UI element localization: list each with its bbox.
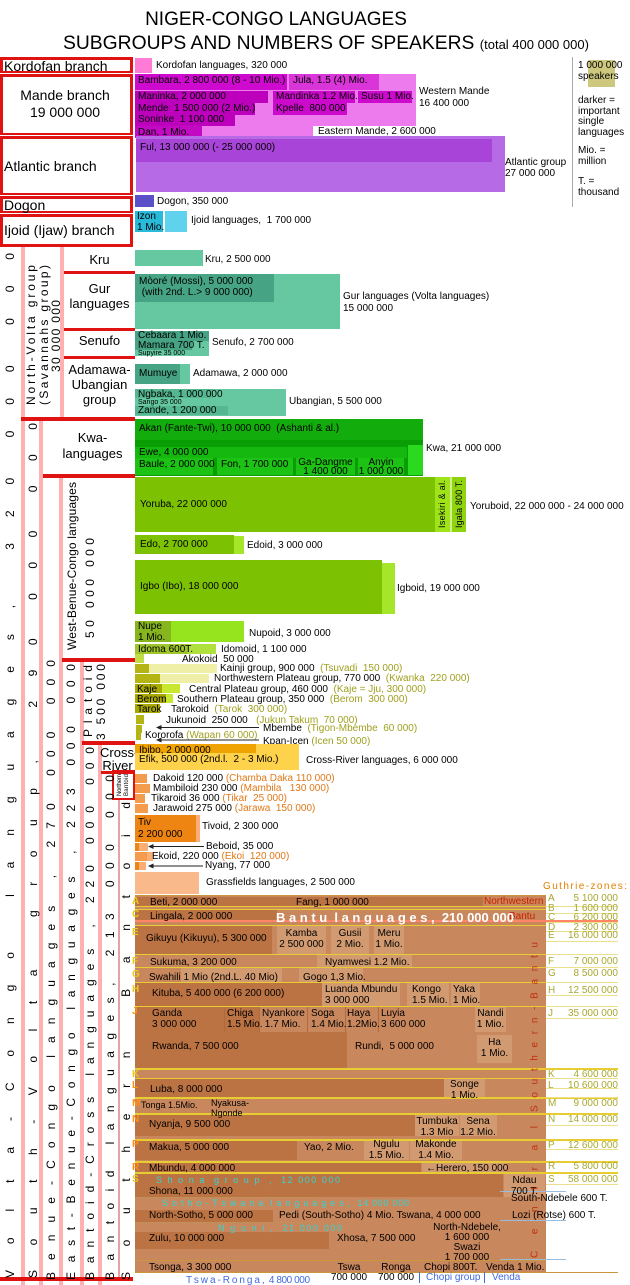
- svg-text:Platoid: Platoid: [81, 665, 95, 737]
- svg-text:Igala 800 T.: Igala 800 T.: [454, 480, 464, 528]
- svg-text:50 000 000: 50 000 000: [83, 538, 97, 638]
- svg-text:Bantoid languages, 213 000 000: Bantoid languages, 213 000 000: [103, 775, 117, 1280]
- svg-text:West-Benue-Congo languages: West-Benue-Congo languages: [65, 482, 79, 650]
- svg-text:3 500 000: 3 500 000: [94, 664, 108, 740]
- svg-text:S o t h o - T s w a n a l a n: S o t h o - T s w a n a l a n g u a g e …: [162, 1198, 409, 1208]
- svg-text:Isekiri & al.: Isekiri & al.: [437, 480, 447, 528]
- svg-text:Benue-Congo languages , 270 00: Benue-Congo languages , 270 000 000: [44, 660, 58, 1280]
- svg-text:North-Volta group: North-Volta group: [24, 265, 38, 405]
- svg-text:(Savannahs group): (Savannahs group): [37, 265, 51, 405]
- svg-text:Bantoid-Cross languages , 220: Bantoid-Cross languages , 220 000 000: [83, 747, 97, 1280]
- svg-text:Southern-Bantu: Southern-Bantu: [530, 942, 541, 1112]
- svg-text:Bantoid: Bantoid: [124, 774, 130, 796]
- svg-text:S o u t h - V o l t a g r o: S o u t h - V o l t a g r o u p , 2 9 0 …: [26, 423, 40, 1278]
- svg-text:N g u n i , 21 000 000: N g u n i , 21 000 000: [218, 1223, 342, 1233]
- svg-text:S h o n a g r o u p , 12 00: S h o n a g r o u p , 12 000 000: [156, 1175, 340, 1185]
- svg-text:B a n t u l a n g u a g e s ,: B a n t u l a n g u a g e s , 210 000 00…: [276, 910, 514, 925]
- svg-text:T s w a - R o n g a , 4 800 0: T s w a - R o n g a , 4 800 000: [186, 1275, 310, 1285]
- svg-text:Guthrie-zones:: Guthrie-zones:: [543, 881, 627, 892]
- svg-text:Northern: Northern: [117, 774, 123, 796]
- svg-text:Central: Central: [530, 1126, 541, 1258]
- svg-text:V o l t a - C o n g o l a n: V o l t a - C o n g o l a n g u a g e s …: [3, 253, 17, 1278]
- svg-text:East-Benue-Congo languages , 2: East-Benue-Congo languages , 223 000 000: [64, 664, 78, 1280]
- svg-text:Southern Bantoid: Southern Bantoid: [119, 802, 133, 1280]
- svg-text:30 000 000: 30 000 000: [49, 300, 63, 372]
